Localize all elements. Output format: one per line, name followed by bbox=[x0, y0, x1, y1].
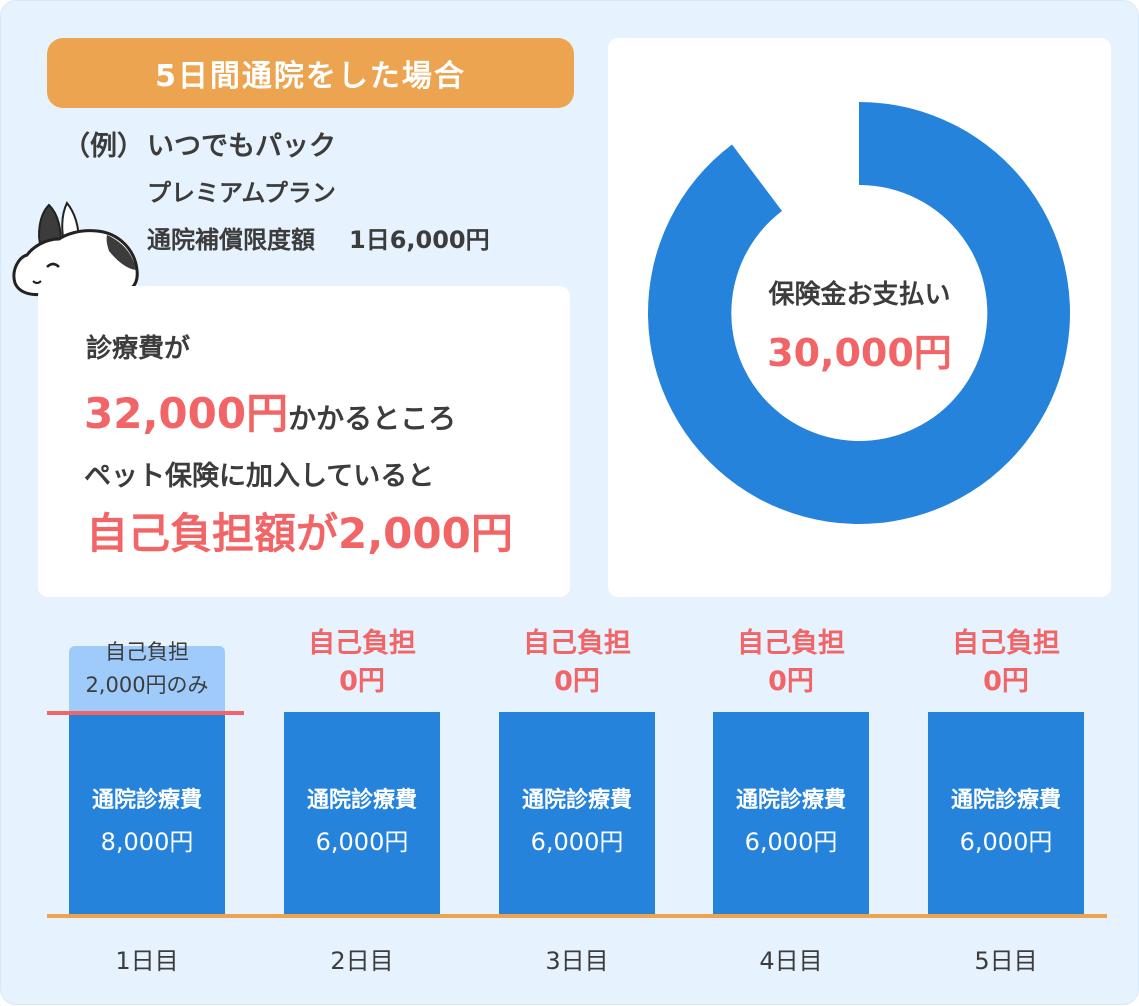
day-label: 3日目 bbox=[545, 947, 609, 975]
payout-donut-card: 保険金お支払い 30,000円 bbox=[608, 38, 1111, 597]
copay-annotation: 自己負担 0円 bbox=[737, 628, 845, 697]
limit-line bbox=[47, 711, 244, 715]
bar-day-3: 通院診療費 6,000円 bbox=[499, 712, 655, 914]
copay-segment bbox=[69, 646, 225, 714]
copay-annotation: 自己負担 0円 bbox=[952, 628, 1060, 697]
payout-donut-chart bbox=[647, 102, 1070, 524]
example-prefix: （例） bbox=[63, 131, 144, 162]
day-label: 2日目 bbox=[330, 947, 394, 975]
bar-amount: 6,000円 bbox=[315, 828, 409, 856]
plan-name: プレミアムプラン bbox=[147, 179, 336, 207]
donut-amount: 30,000円 bbox=[767, 331, 952, 375]
copay-annotation: 自己負担 0円 bbox=[308, 628, 416, 697]
bar-day-4: 通院診療費 6,000円 bbox=[713, 712, 869, 914]
copay-amount-line: 自己負担額が2,000円 bbox=[86, 509, 513, 558]
bar-amount: 6,000円 bbox=[959, 828, 1053, 856]
donut-arc bbox=[647, 102, 1070, 524]
summary-line1: 診療費が bbox=[86, 334, 191, 364]
medical-cost-amount: 32,000円 bbox=[84, 389, 289, 438]
chart-baseline bbox=[47, 914, 1107, 918]
bar-amount: 6,000円 bbox=[530, 828, 624, 856]
title-banner: 5日間通院をした場合 bbox=[47, 38, 574, 108]
bar-day-5: 通院診療費 6,000円 bbox=[928, 712, 1084, 914]
limit-row: 通院補償限度額 1日6,000円 bbox=[63, 217, 490, 264]
bar-label: 通院診療費 bbox=[950, 788, 1061, 813]
pack-name: いつでもパック bbox=[147, 131, 336, 162]
limit-label: 通院補償限度額 bbox=[147, 226, 315, 254]
plan-example: （例） いつでもパック プレミアムプラン 通院補償限度額 1日6,000円 bbox=[63, 123, 490, 264]
rabbit-illustration-icon bbox=[12, 201, 139, 297]
bar-label: 通院診療費 bbox=[91, 788, 202, 813]
title-text: 5日間通院をした場合 bbox=[155, 59, 466, 94]
cost-tail-text: かかるところ bbox=[288, 402, 457, 435]
summary-line3: ペット保険に加入していると bbox=[84, 461, 435, 492]
bar-label: 通院診療費 bbox=[735, 788, 846, 813]
daily-bar-chart: 自己負担 2,000円のみ 通院診療費 8,000円 1日目 自己負担 0円 通… bbox=[1, 601, 1139, 1006]
day-label: 1日目 bbox=[115, 947, 179, 975]
donut-label: 保険金お支払い bbox=[768, 280, 951, 310]
day-label: 4日目 bbox=[759, 947, 823, 975]
bar-amount: 6,000円 bbox=[744, 828, 838, 856]
copay-annotation: 自己負担 2,000円のみ bbox=[85, 640, 209, 697]
summary-cost-line: 32,000円かかるところ bbox=[84, 380, 456, 441]
summary-card: 診療費が 32,000円かかるところ ペット保険に加入していると 自己負担額が2… bbox=[38, 286, 570, 597]
bar-amount: 8,000円 bbox=[100, 828, 194, 856]
limit-value: 1日6,000円 bbox=[349, 226, 490, 254]
day-label: 5日目 bbox=[974, 947, 1038, 975]
bar-label: 通院診療費 bbox=[306, 788, 417, 813]
bar-day-1: 通院診療費 8,000円 bbox=[69, 712, 225, 914]
bar-day-2: 通院診療費 6,000円 bbox=[284, 712, 440, 914]
bar-label: 通院診療費 bbox=[521, 788, 632, 813]
copay-annotation: 自己負担 0円 bbox=[523, 628, 631, 697]
